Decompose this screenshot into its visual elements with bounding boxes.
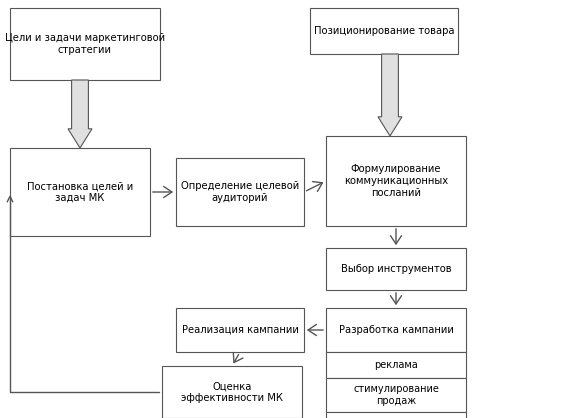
FancyBboxPatch shape [326,352,466,378]
FancyBboxPatch shape [326,308,466,352]
Text: Оценка
эффективности МК: Оценка эффективности МК [181,381,283,403]
FancyBboxPatch shape [176,158,304,226]
FancyBboxPatch shape [326,248,466,290]
Text: реклама: реклама [374,360,418,370]
Text: Разработка кампании: Разработка кампании [338,325,453,335]
FancyBboxPatch shape [176,308,304,352]
Text: Позиционирование товара: Позиционирование товара [314,26,454,36]
Polygon shape [68,80,92,148]
FancyBboxPatch shape [326,412,466,418]
FancyBboxPatch shape [162,366,302,418]
FancyBboxPatch shape [326,378,466,412]
Text: Цели и задачи маркетинговой
стратегии: Цели и задачи маркетинговой стратегии [5,33,165,55]
FancyBboxPatch shape [10,148,150,236]
Text: Определение целевой
аудиторий: Определение целевой аудиторий [181,181,299,203]
Text: Выбор инструментов: Выбор инструментов [341,264,451,274]
FancyBboxPatch shape [10,8,160,80]
Polygon shape [378,54,402,136]
FancyBboxPatch shape [326,136,466,226]
Text: стимулирование
продаж: стимулирование продаж [353,384,439,406]
Text: Реализация кампании: Реализация кампании [182,325,298,335]
Text: Постановка целей и
задач МК: Постановка целей и задач МК [27,181,133,203]
Text: Формулирование
коммуникационных
посланий: Формулирование коммуникационных посланий [344,164,448,198]
FancyBboxPatch shape [310,8,458,54]
